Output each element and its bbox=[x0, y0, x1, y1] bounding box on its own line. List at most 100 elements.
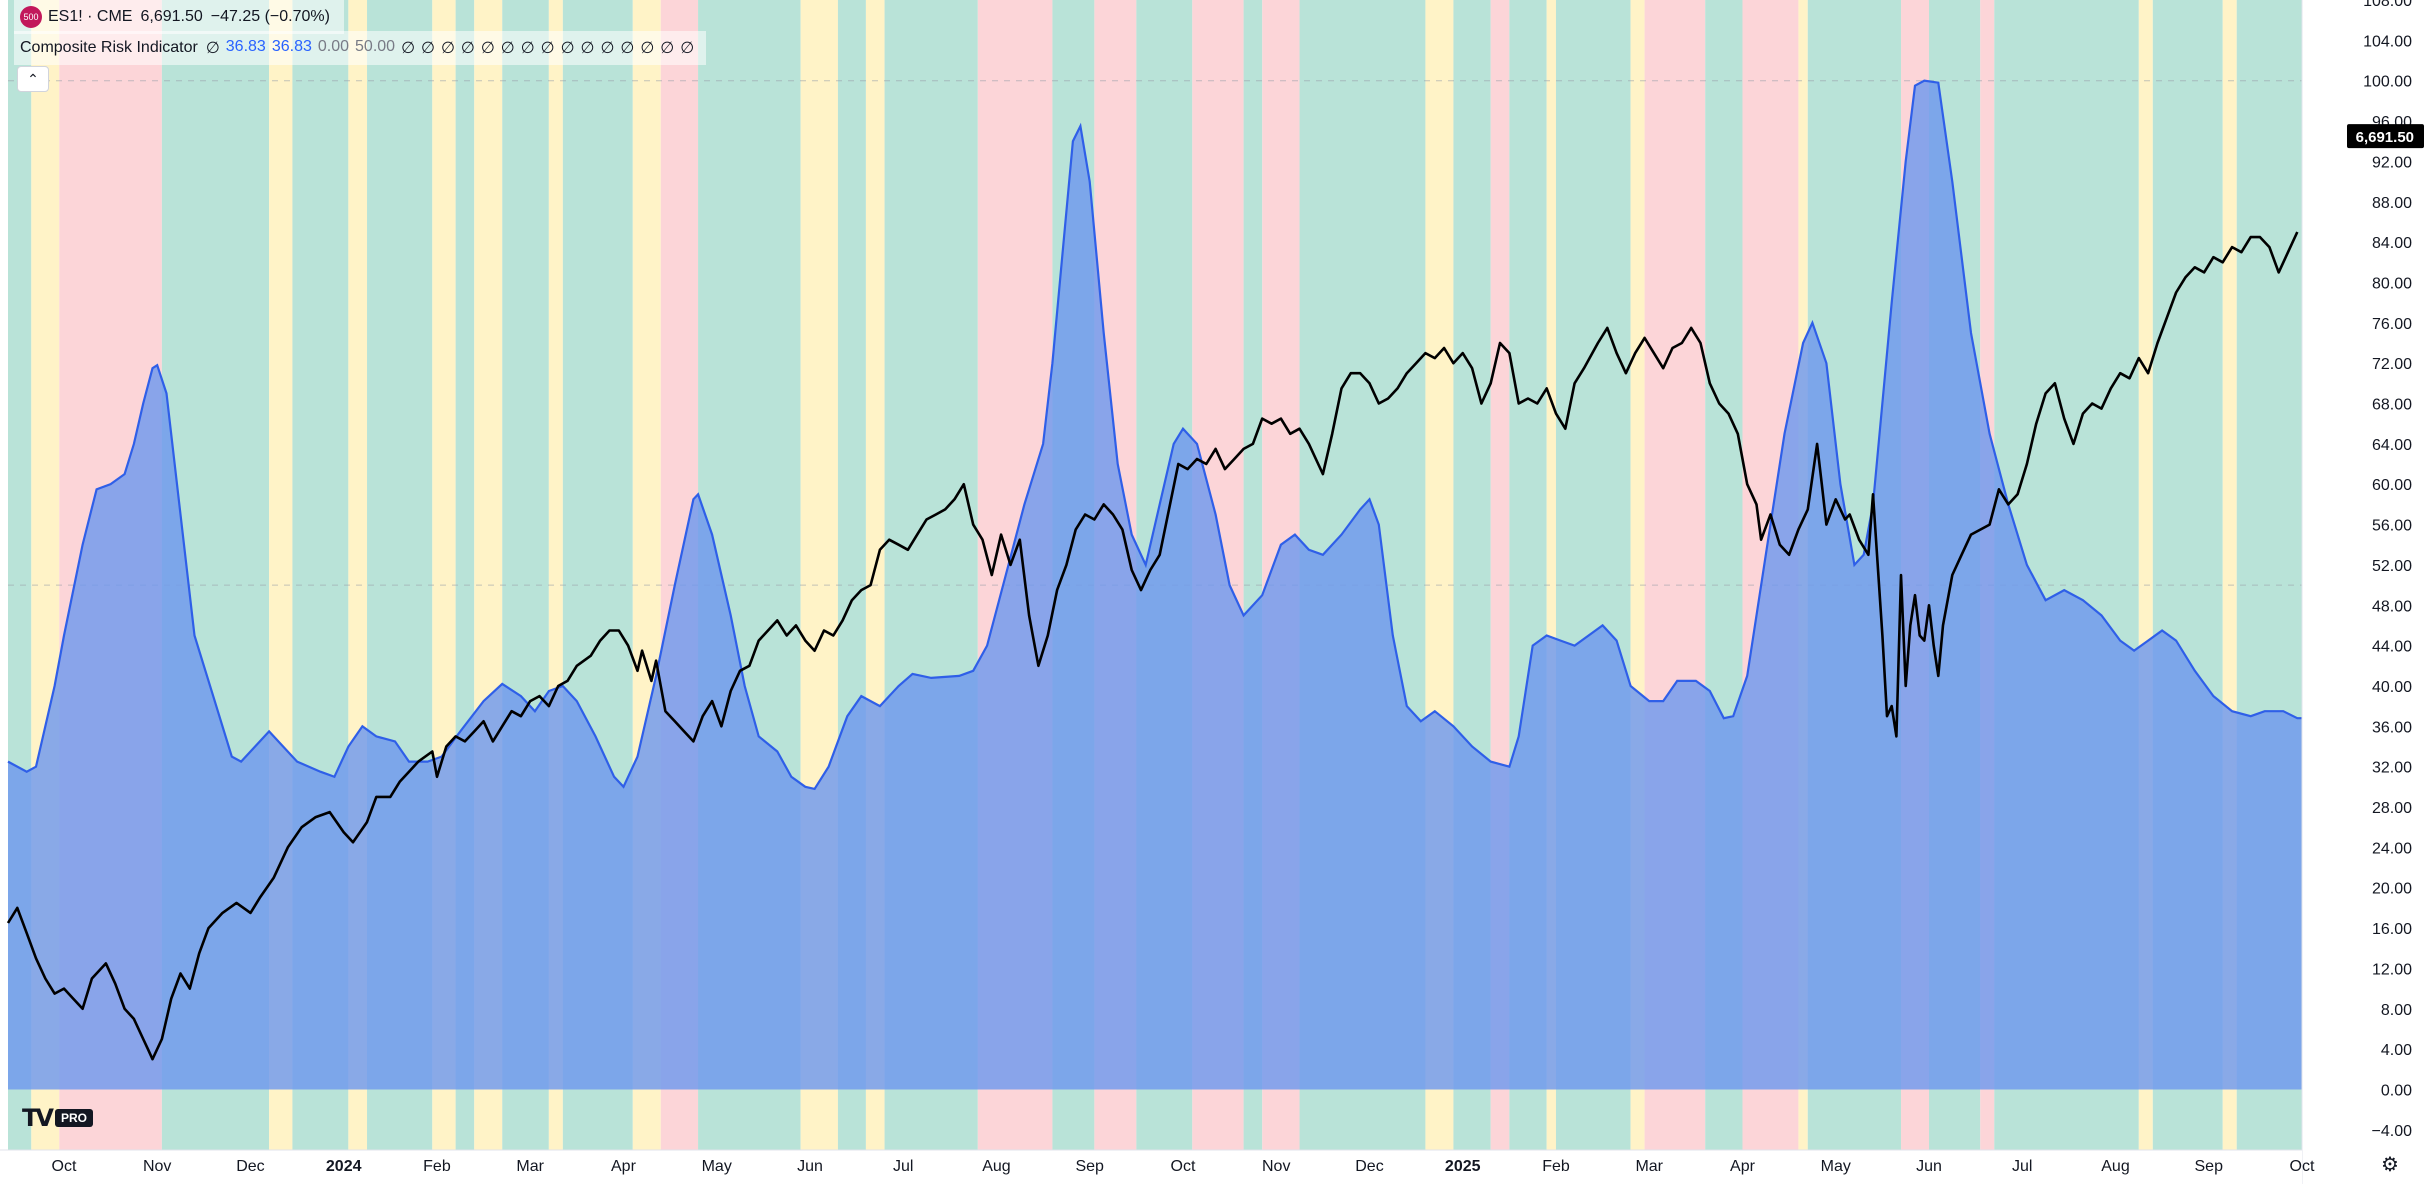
y-tick-label: 36.00 bbox=[2372, 719, 2412, 736]
time-axis: Oct Nov Dec 2024 Feb Mar Apr May Jun Jul Aug Sep Oct… bbox=[0, 1149, 2315, 1184]
x-tick-label: May bbox=[1821, 1158, 1851, 1175]
y-tick-label: 32.00 bbox=[2372, 760, 2412, 777]
y-tick-label: 56.00 bbox=[2372, 518, 2412, 535]
last-price-label-box bbox=[2347, 124, 2424, 149]
y-tick-label: 76.00 bbox=[2372, 316, 2412, 333]
gear-icon: ⚙ bbox=[2381, 1153, 2399, 1176]
indicator-value: ∅ bbox=[500, 40, 515, 57]
y-tick-label: 52.00 bbox=[2372, 558, 2412, 575]
y-tick-label: 92.00 bbox=[2372, 154, 2412, 171]
risk-area-fill bbox=[8, 80, 2302, 1090]
indicator-value: ∅ bbox=[440, 40, 455, 57]
y-tick-label: 104.00 bbox=[2363, 33, 2412, 50]
y-tick-label: 44.00 bbox=[2372, 639, 2412, 656]
y-tick-label: 20.00 bbox=[2372, 881, 2412, 898]
x-tick-label: 2025 bbox=[1445, 1158, 1481, 1175]
indicator-value: ∅ bbox=[421, 40, 435, 57]
x-tick-label: Oct bbox=[1171, 1158, 1196, 1175]
y-tick-label: 48.00 bbox=[2372, 598, 2412, 615]
price-axis: −4.00 0.00 4.00 8.00 12.00 16.00 20.00 24.00 28.… bbox=[2301, 0, 2426, 1184]
price-series-line bbox=[6, 231, 2299, 1061]
x-tick-label: 2024 bbox=[326, 1158, 362, 1175]
indicator-value: ∅ bbox=[640, 40, 655, 57]
indicator-value: 0.00 bbox=[317, 38, 350, 55]
indicator-value: 36.83 bbox=[271, 38, 312, 55]
x-tick-label: Jul bbox=[2012, 1158, 2032, 1175]
indicator-value: 50.00 bbox=[355, 38, 396, 55]
x-tick-label: Apr bbox=[1730, 1158, 1756, 1175]
last-price-label: 6,691.50 bbox=[2356, 129, 2414, 146]
indicator-value: 36.83 bbox=[225, 38, 266, 55]
tradingview-logo: TV PRO bbox=[22, 1104, 93, 1132]
x-tick-label: Nov bbox=[1262, 1158, 1290, 1175]
indicator-value: ∅ bbox=[600, 40, 615, 57]
price-axis-background bbox=[2302, 0, 2426, 1184]
y-tick-label: 68.00 bbox=[2372, 397, 2412, 414]
y-tick-label: 84.00 bbox=[2372, 235, 2412, 252]
indicator-value: ∅ bbox=[580, 40, 595, 57]
y-tick-label: 108.00 bbox=[2363, 0, 2412, 10]
y-tick-label: 16.00 bbox=[2372, 921, 2412, 938]
collapse-legend-button[interactable]: ⌃ bbox=[17, 66, 49, 92]
y-tick-label: 60.00 bbox=[2372, 477, 2412, 494]
indicator-value: ∅ bbox=[680, 40, 695, 57]
x-tick-label: Jun bbox=[797, 1158, 823, 1175]
indicator-name[interactable]: Composite Risk Indicator bbox=[20, 39, 198, 56]
y-tick-label: 72.00 bbox=[2372, 356, 2412, 373]
y-tick-label: 28.00 bbox=[2372, 800, 2412, 817]
indicator-value: ∅ bbox=[460, 40, 475, 57]
x-tick-label: Feb bbox=[423, 1158, 451, 1175]
y-tick-label: 0.00 bbox=[2381, 1082, 2412, 1099]
indicator-value: ∅ bbox=[660, 40, 675, 57]
tradingview-mark: TV bbox=[22, 1104, 54, 1132]
x-tick-label: Oct bbox=[2290, 1158, 2315, 1175]
time-axis-background bbox=[0, 1150, 2302, 1184]
indicator-values: ∅ 36.83 36.83 0.00 50.00 ∅ ∅ ∅ ∅ ∅ ∅ ∅ ∅ ∅ ∅ ∅ ∅ ∅ ∅ ∅ bbox=[206, 38, 700, 58]
y-tick-label: 64.00 bbox=[2372, 437, 2412, 454]
indicator-value: ∅ bbox=[620, 40, 635, 57]
x-tick-label: Apr bbox=[611, 1158, 637, 1175]
x-tick-label: Mar bbox=[516, 1158, 544, 1175]
x-tick-label: Dec bbox=[1355, 1158, 1383, 1175]
x-tick-label: Sep bbox=[1075, 1158, 1104, 1175]
chevron-up-icon: ⌃ bbox=[27, 70, 39, 87]
x-tick-label: Sep bbox=[2195, 1158, 2224, 1175]
symbol-name[interactable]: ES1! · CME bbox=[48, 8, 133, 25]
y-tick-label: 40.00 bbox=[2372, 679, 2412, 696]
y-tick-label: 24.00 bbox=[2372, 840, 2412, 857]
symbol-logo-icon: 500 bbox=[20, 6, 42, 28]
pro-badge: PRO bbox=[54, 1109, 93, 1127]
risk-indicator-area bbox=[7, 79, 2302, 1090]
y-tick-label: 88.00 bbox=[2372, 195, 2412, 212]
indicator-value: ∅ bbox=[540, 40, 555, 57]
zone-yellow bbox=[1546, 0, 1556, 1150]
indicator-value: ∅ bbox=[401, 40, 415, 57]
symbol-legend[interactable]: 500 ES1! · CME 6,691.50 −47.25 (−0.70%) bbox=[14, 0, 344, 34]
x-tick-label: Oct bbox=[52, 1158, 77, 1175]
x-tick-label: Mar bbox=[1635, 1158, 1663, 1175]
indicator-value: ∅ bbox=[560, 40, 575, 57]
risk-area-line bbox=[7, 79, 2302, 791]
price-line bbox=[6, 231, 2299, 1061]
x-tick-label: Aug bbox=[2101, 1158, 2129, 1175]
x-tick-label: Jul bbox=[893, 1158, 913, 1175]
x-tick-label: Jun bbox=[1916, 1158, 1942, 1175]
x-tick-label: Feb bbox=[1542, 1158, 1570, 1175]
y-tick-label: 80.00 bbox=[2372, 275, 2412, 292]
indicator-legend[interactable]: Composite Risk Indicator ∅ 36.83 36.83 0.00… bbox=[14, 31, 707, 65]
indicator-value: ∅ bbox=[520, 40, 535, 57]
y-tick-label: 12.00 bbox=[2372, 961, 2412, 978]
x-tick-label: May bbox=[702, 1158, 732, 1175]
indicator-value: ∅ bbox=[205, 40, 220, 57]
x-tick-label: Dec bbox=[236, 1158, 264, 1175]
chart-settings-button[interactable]: ⚙ bbox=[2376, 1150, 2404, 1178]
y-tick-label: 8.00 bbox=[2381, 1002, 2412, 1019]
y-tick-label: −4.00 bbox=[2372, 1123, 2413, 1140]
y-tick-label: 100.00 bbox=[2363, 74, 2412, 91]
x-tick-label: Nov bbox=[143, 1158, 171, 1175]
price-change: −47.25 (−0.70%) bbox=[210, 8, 330, 25]
indicator-value: ∅ bbox=[480, 40, 495, 57]
x-tick-label: Aug bbox=[982, 1158, 1010, 1175]
last-price: 6,691.50 bbox=[140, 8, 203, 25]
